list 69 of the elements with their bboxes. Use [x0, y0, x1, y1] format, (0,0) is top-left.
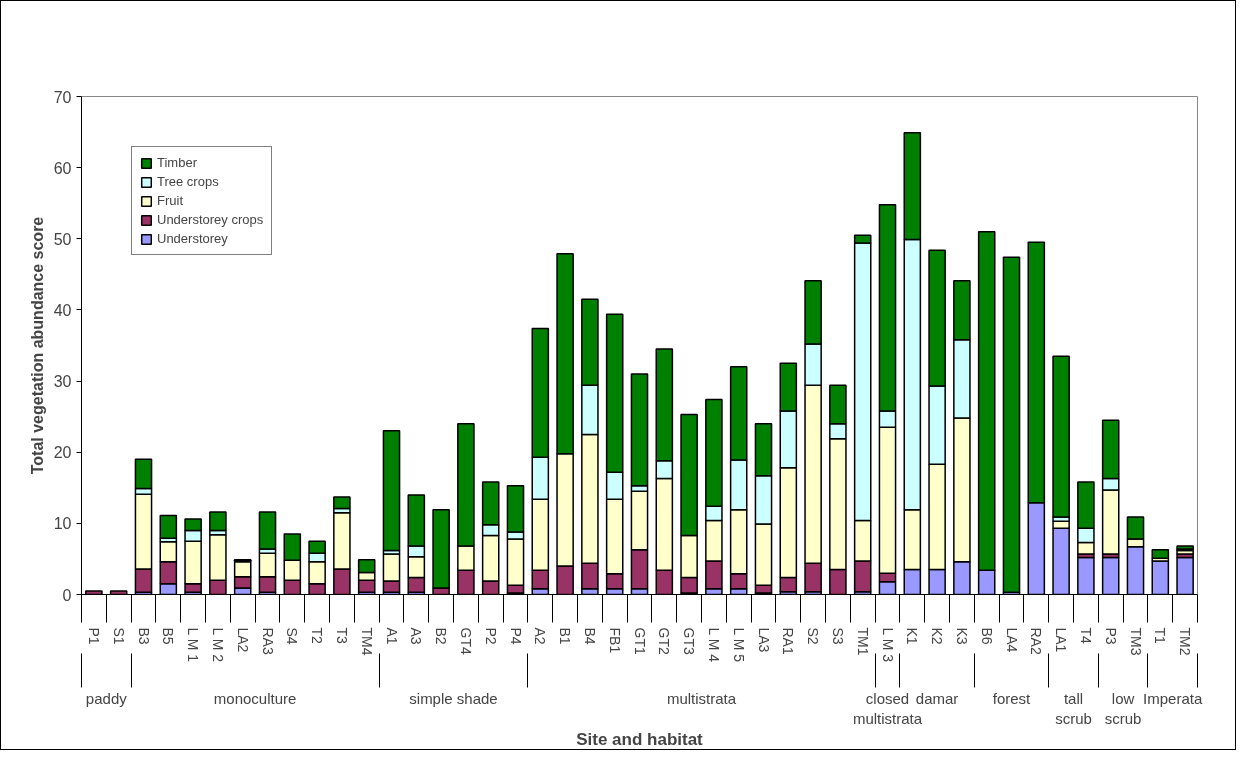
x-tick-label: B5	[160, 627, 177, 645]
x-tick-label: L M 2	[209, 627, 226, 663]
x-tick-label: T2	[309, 627, 326, 645]
legend-label: Fruit	[157, 193, 183, 208]
x-tick-label: T3	[333, 627, 350, 645]
x-tick-label: B1	[557, 627, 574, 645]
y-tick-label: 30	[53, 373, 72, 391]
x-tick-label: P3	[1102, 627, 1119, 645]
x-tick-label: A1	[383, 627, 400, 645]
x-tick-label: K3	[953, 627, 970, 645]
x-tick-label: LA2	[234, 627, 251, 653]
x-tick-label: L M 5	[730, 627, 747, 663]
x-tick-label: TM1	[854, 627, 871, 656]
x-tick-label: B4	[581, 627, 598, 645]
y-axis-title: Total vegetation abundance score	[28, 216, 46, 475]
x-tick-label: K2	[929, 627, 946, 645]
text: low scrub	[1104, 689, 1142, 727]
x-tick-label: B3	[135, 627, 152, 645]
x-tick-label: S3	[829, 627, 846, 645]
x-tick-label: T4	[1077, 627, 1094, 645]
x-tick-label: LA4	[1003, 627, 1020, 653]
text: simple shade	[409, 689, 498, 707]
x-tick-label: RA3	[259, 627, 276, 655]
y-tick-label: 70	[53, 88, 72, 106]
x-tick-label: P1	[85, 627, 102, 645]
x-tick-label: B2	[433, 627, 450, 645]
x-tick-label: S4	[284, 627, 301, 645]
legend-label: Understorey	[157, 231, 228, 246]
text: tall scrub	[1055, 689, 1092, 727]
x-tick-label: TM2	[1177, 627, 1194, 656]
x-tick-label: LA1	[1053, 627, 1070, 653]
y-tick-label: 20	[53, 444, 72, 462]
text: monoculture	[213, 689, 297, 707]
x-tick-label: GT2	[656, 627, 673, 655]
x-tick-label: TM3	[1127, 627, 1144, 656]
x-tick-label: S1	[110, 627, 127, 645]
text: damar	[915, 689, 959, 707]
x-tick-label: RA1	[780, 627, 797, 655]
y-tick-label: 60	[53, 159, 72, 177]
text: forest	[992, 689, 1032, 707]
x-tick-label: K1	[904, 627, 921, 645]
x-tick-label: GT4	[457, 627, 474, 655]
x-tick-label: A2	[532, 627, 549, 645]
x-axis-title: Site and habitat	[576, 729, 704, 749]
x-tick-label: TM4	[358, 627, 375, 656]
x-tick-label: L M 1	[185, 627, 202, 663]
x-tick-label: S2	[805, 627, 822, 645]
legend-label: Tree crops	[157, 174, 219, 189]
x-tick-label: P2	[482, 627, 499, 645]
x-tick-label: T1	[1152, 627, 1169, 645]
x-tick-label: GT1	[631, 627, 648, 655]
text: paddy	[85, 689, 128, 707]
text: multistrata	[666, 689, 737, 707]
x-tick-label: B6	[978, 627, 995, 645]
y-tick-label: 50	[53, 230, 72, 248]
legend-label: Timber	[157, 155, 197, 170]
legend-label: Understorey crops	[157, 212, 264, 227]
x-tick-label: GT3	[681, 627, 698, 655]
text: Imperata	[1143, 689, 1203, 707]
x-tick-label: FB1	[606, 627, 623, 654]
y-tick-label: 40	[53, 301, 72, 319]
y-tick-label: 0	[62, 586, 72, 604]
x-tick-label: L M 4	[705, 627, 722, 663]
x-tick-label: P4	[507, 627, 524, 645]
x-tick-label: A3	[408, 627, 425, 645]
x-tick-label: LA3	[755, 627, 772, 653]
x-tick-label: L M 3	[879, 627, 896, 663]
y-tick-label: 10	[53, 515, 72, 533]
x-tick-label: RA2	[1028, 627, 1045, 655]
